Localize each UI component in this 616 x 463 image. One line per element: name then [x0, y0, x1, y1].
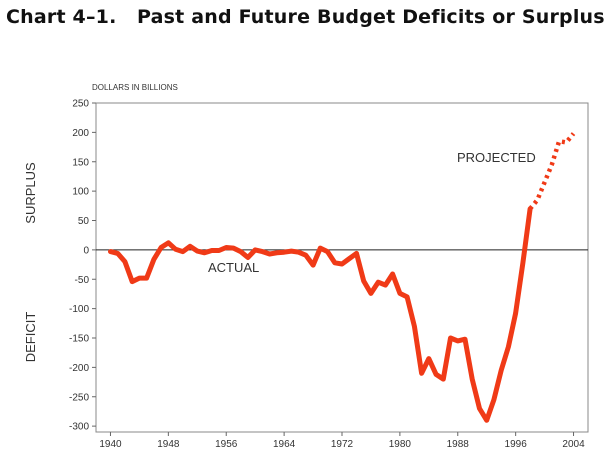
x-tick-label: 1940 — [99, 439, 122, 450]
x-tick-label: 1956 — [215, 439, 238, 450]
series-line-projected — [528, 132, 576, 211]
x-tick-label: 2004 — [562, 439, 585, 450]
x-tick-label: 1988 — [447, 439, 470, 450]
y-tick-label: 50 — [78, 216, 90, 227]
y-tick-label: 100 — [72, 187, 89, 198]
x-tick-label: 1948 — [157, 439, 180, 450]
y-tick-label: 0 — [83, 245, 89, 256]
y-unit-label: DOLLARS IN BILLIONS — [92, 83, 178, 92]
y-tick-label: 250 — [72, 99, 89, 110]
y-tick-label: -150 — [69, 334, 89, 345]
y-tick-label: 200 — [72, 128, 89, 139]
y-tick-label: 150 — [72, 157, 89, 168]
y-tick-label: -200 — [69, 363, 89, 374]
x-tick-label: 1996 — [505, 439, 528, 450]
projected-annotation: PROJECTED — [457, 150, 536, 165]
deficit-axis-label: DEFICIT — [23, 312, 38, 363]
x-tick-label: 1964 — [273, 439, 296, 450]
chart-title: Chart 4–1. Past and Future Budget Defici… — [6, 6, 605, 28]
series-layer — [108, 132, 576, 423]
y-tick-label: -250 — [69, 392, 89, 403]
x-tick-label: 1980 — [389, 439, 412, 450]
x-tick-label: 1972 — [331, 439, 354, 450]
y-tick-label: -300 — [69, 422, 89, 433]
y-tick-label: -50 — [75, 275, 90, 286]
surplus-axis-label: SURPLUS — [23, 162, 38, 224]
side-labels: SURPLUS DEFICIT — [23, 162, 38, 362]
actual-annotation: ACTUAL — [208, 260, 259, 275]
y-tick-label: -100 — [69, 304, 89, 315]
series-line-actual — [108, 206, 533, 423]
